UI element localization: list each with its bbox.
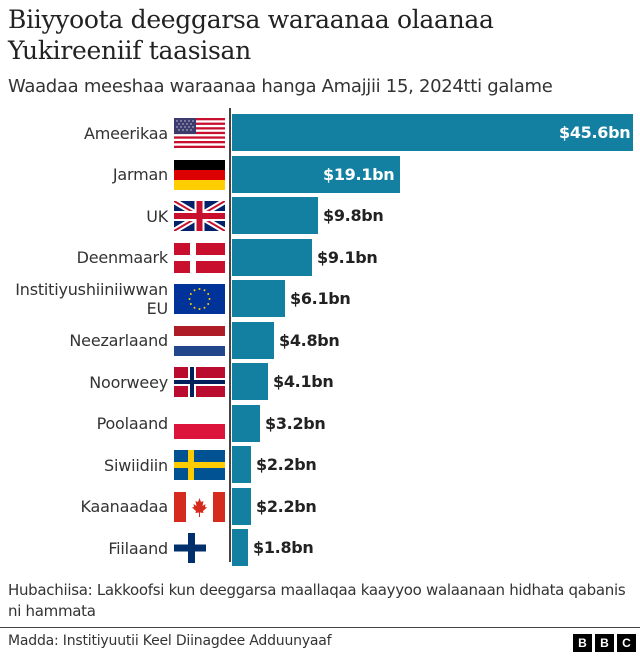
bar — [232, 280, 285, 317]
chart-row-eu: Institiyushiiniiwwan EU $6.1bn — [0, 280, 640, 318]
value-label: $4.8bn — [279, 330, 340, 350]
bbc-logo-letter: B — [595, 634, 614, 652]
germany-flag-icon — [174, 159, 225, 190]
value-label: $45.6bn — [559, 123, 631, 142]
category-label: Institiyushiiniiwwan EU — [15, 279, 168, 319]
axis-line — [229, 108, 231, 562]
value-label: $6.1bn — [290, 289, 351, 308]
value-label: $19.1bn — [323, 164, 395, 184]
category-label: Jarman — [112, 165, 168, 184]
category-label: UK — [146, 206, 168, 226]
finland-flag-icon — [174, 533, 225, 563]
bar — [232, 446, 251, 483]
value-label: $1.8bn — [253, 538, 314, 557]
category-label: Poolaand — [96, 414, 169, 433]
bar — [232, 487, 251, 525]
value-label: $2.2bn — [256, 455, 317, 474]
uk-flag-icon — [174, 201, 225, 231]
value-label: $3.2bn — [265, 413, 326, 433]
chart-row-poland: Poolaand $3.2bn — [0, 404, 640, 443]
bar — [232, 321, 274, 359]
category-label: Deenmaark — [76, 248, 169, 267]
category-label-line1: Institiyushiiniiwwan — [15, 280, 168, 299]
category-label-line2: EU — [146, 299, 169, 318]
bar — [232, 363, 268, 400]
chart-title: Biiyyoota deeggarsa waraanaa olaanaa Yuk… — [8, 5, 494, 65]
sweden-flag-icon — [174, 450, 225, 480]
chart-row-finland: Fiilaand $1.8bn — [0, 529, 640, 567]
bar — [232, 197, 318, 234]
category-label: Kaanaadaa — [80, 497, 168, 516]
footnote: Hubachiisa: Lakkoofsi kun deeggarsa maal… — [8, 581, 626, 620]
denmark-flag-icon — [174, 242, 225, 273]
chart-row-uk: UK $9.8bn — [0, 197, 640, 235]
category-label: Fiilaand — [108, 538, 168, 558]
chart-row-germany: Jarman $19.1bn — [0, 155, 640, 194]
chart-row-canada: Kaanaadaa $2.2bn — [0, 487, 640, 526]
us-flag-icon — [174, 118, 225, 148]
canada-flag-icon — [174, 491, 225, 522]
category-label: Ameerikaa — [83, 123, 168, 143]
bar — [232, 529, 248, 566]
netherlands-flag-icon — [174, 325, 225, 356]
chart-row-norway: Noorweey $4.1bn — [0, 363, 640, 401]
bar — [232, 404, 260, 442]
value-label: $4.1bn — [273, 372, 334, 391]
norway-flag-icon — [174, 367, 225, 397]
category-label: Neezarlaand — [69, 331, 168, 350]
bbc-logo-letter: C — [617, 634, 636, 652]
bar — [232, 155, 400, 193]
value-label: $9.1bn — [317, 247, 378, 267]
source-text: Madda: Institiyuutii Keel Diinagdee Addu… — [8, 633, 332, 649]
bbc-logo-letter: B — [573, 634, 592, 652]
chart-row-sweden: Siwiidiin $2.2bn — [0, 446, 640, 484]
chart-row-usa: Ameerikaa $45.6bn — [0, 114, 640, 152]
chart-subtitle: Waadaa meeshaa waraanaa hanga Amajjii 15… — [8, 76, 553, 97]
category-label: Noorweey — [89, 372, 168, 392]
chart-row-netherlands: Neezarlaand $4.8bn — [0, 321, 640, 360]
bar-chart: Ameerikaa $45.6bn Jarman — [0, 108, 640, 570]
bbc-logo: B B C — [573, 634, 636, 652]
bar — [232, 114, 633, 151]
value-label: $2.2bn — [256, 496, 317, 516]
footer-divider — [0, 627, 640, 628]
poland-flag-icon — [174, 408, 225, 439]
bar — [232, 238, 312, 276]
category-label: Siwiidiin — [104, 455, 168, 475]
value-label: $9.8bn — [323, 206, 384, 225]
eu-flag-icon — [174, 284, 225, 314]
chart-row-denmark: Deenmaark $9.1bn — [0, 238, 640, 277]
